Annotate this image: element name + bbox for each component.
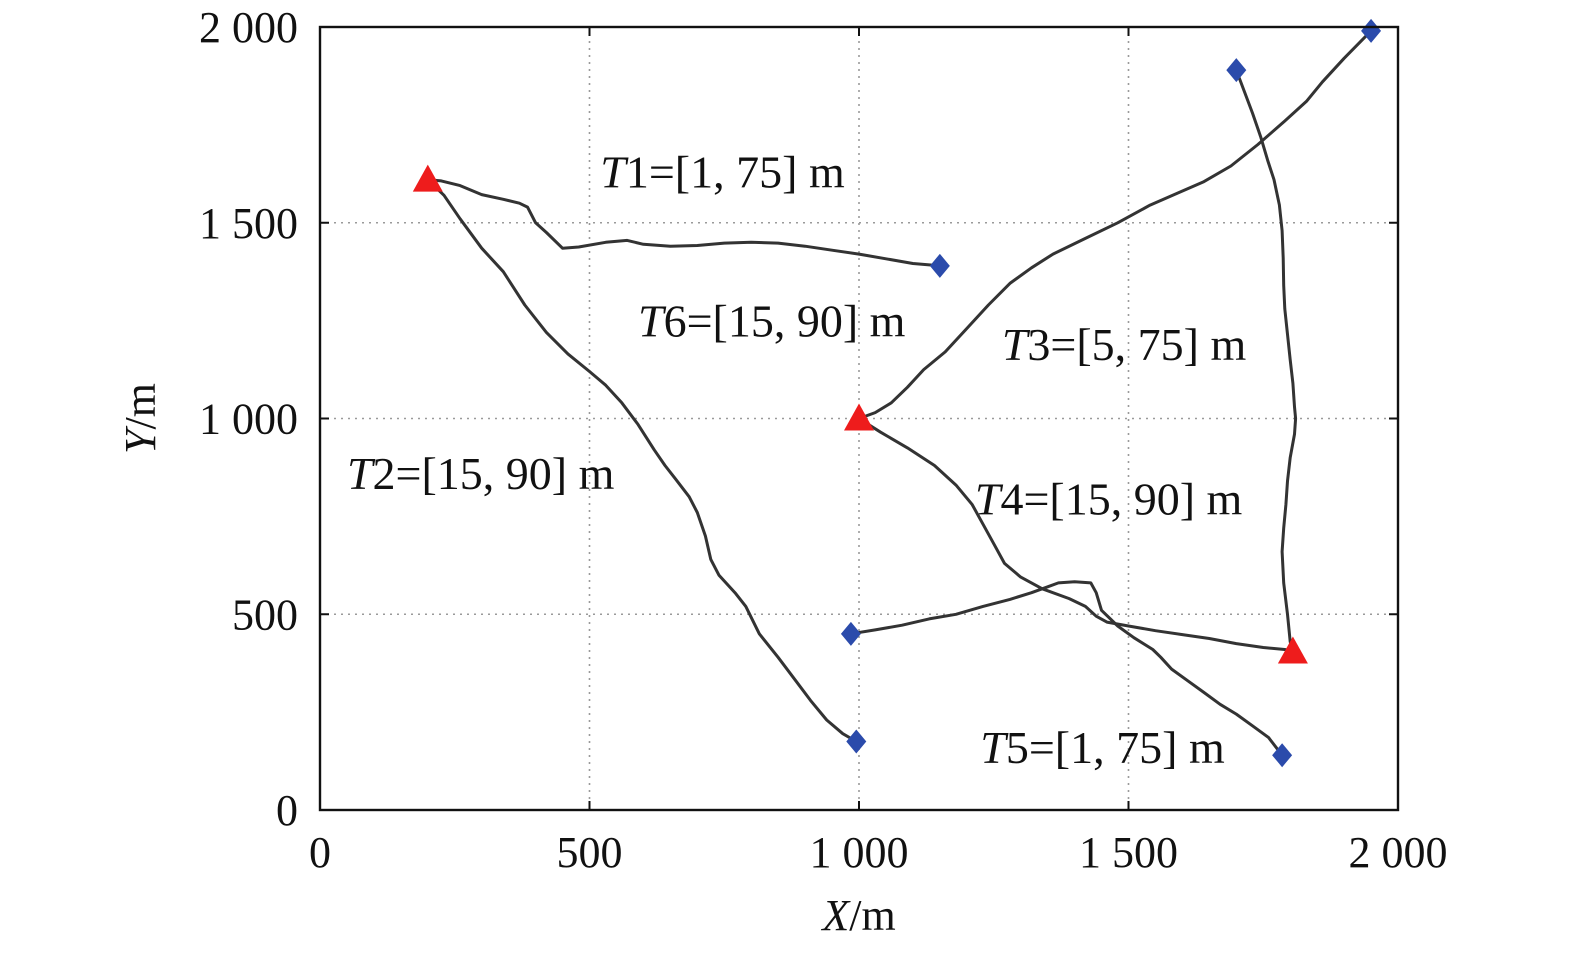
label-t6: T6=[15, 90] m [638,295,906,346]
end-marker-diamond [840,621,861,646]
label-var: T [1002,319,1031,370]
x-axis-var: X [820,891,851,940]
y-tick-label: 0 [276,786,298,835]
x-tick-label: 1 000 [810,828,909,877]
label-var: T [975,473,1004,524]
end-marker-diamond [929,253,950,278]
y-tick-labels: 0 500 1 000 1 500 2 000 [199,3,298,835]
x-tick-label: 2 000 [1349,828,1448,877]
trajectories [426,29,1373,757]
axis-ticks [319,26,1399,811]
label-t4: T4=[15, 90] m [975,473,1243,524]
y-tick-label: 500 [232,590,298,639]
label-var: T [638,295,667,346]
markers [412,18,1382,768]
trajectory-t4 [857,417,1295,653]
y-axis-title: Y/m [116,383,165,454]
label-num: 1=[1, 75] m [626,147,845,198]
label-num: 6=[15, 90] m [664,295,906,346]
end-marker-diamond [846,729,867,754]
start-marker-triangle [1277,636,1308,664]
label-t5: T5=[1, 75] m [980,722,1225,773]
label-t3: T3=[5, 75] m [1002,319,1247,370]
x-tick-label: 500 [557,828,623,877]
x-axis-unit: /m [849,891,895,940]
trajectory-t6 [857,29,1373,420]
x-tick-label: 1 500 [1079,828,1178,877]
trajectory-t1 [426,178,942,268]
trajectory-labels: T1=[1, 75] mT2=[15, 90] mT3=[5, 75] mT4=… [347,147,1247,774]
label-num: 2=[15, 90] m [373,448,615,499]
x-axis-title: X/m [820,891,895,940]
label-num: 3=[5, 75] m [1027,319,1246,370]
y-axis-var: Y [116,425,165,454]
trajectory-t2 [426,178,858,743]
end-marker-diamond [1226,58,1247,83]
end-marker-diamond [1361,18,1382,43]
label-t1: T1=[1, 75] m [600,147,845,198]
label-var: T [347,448,376,499]
label-num: 5=[1, 75] m [1006,722,1225,773]
y-tick-label: 1 500 [199,199,298,248]
label-t2: T2=[15, 90] m [347,448,615,499]
label-var: T [600,147,629,198]
y-tick-label: 1 000 [199,395,298,444]
x-tick-label: 0 [309,828,331,877]
trajectory-t3 [1234,68,1298,653]
label-var: T [980,722,1009,773]
start-marker-triangle [844,403,874,431]
start-marker-triangle [412,164,443,192]
y-axis-unit: /m [116,383,165,429]
trajectory-t5 [849,580,1284,757]
y-tick-label: 2 000 [199,3,298,52]
label-num: 4=[15, 90] m [1000,473,1242,524]
end-marker-diamond [1272,743,1293,768]
x-tick-labels: 0 500 1 000 1 500 2 000 [309,828,1448,877]
